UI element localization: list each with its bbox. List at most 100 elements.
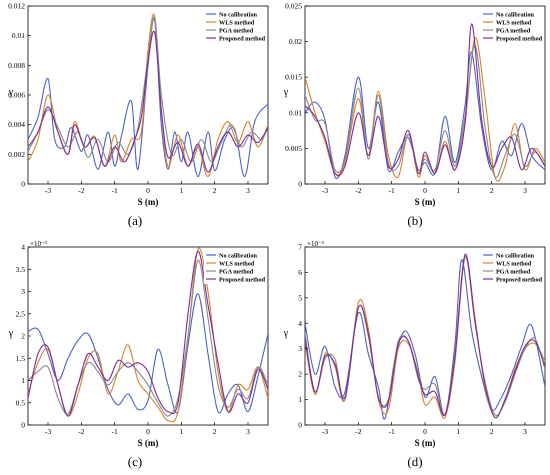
- x-tick-label: -1: [112, 427, 118, 436]
- legend-label: No calibration: [496, 12, 535, 19]
- chart-panel-a: -3 -2 -1 0 1 2 3 0 0.002 0.004 0.006 0.008 0.01 0.012…: [8, 2, 269, 228]
- x-tick-label: 0: [423, 427, 427, 436]
- y-tick-label: 0: [298, 180, 302, 189]
- x-tick-label: -3: [322, 186, 328, 195]
- legend-label: No calibration: [219, 12, 258, 19]
- y-tick-label: 1.5: [16, 354, 26, 363]
- y-tick-label: 0.01: [12, 31, 25, 40]
- x-tick-label: -2: [355, 186, 361, 195]
- y-tick-label: 3: [298, 344, 302, 353]
- x-axis-label: S (m): [415, 197, 436, 207]
- y-tick-label: 0.008: [8, 61, 25, 70]
- series-line-no-calibration: [305, 259, 545, 420]
- series-line-no-calibration: [305, 51, 545, 179]
- y-tick-label: 2: [298, 370, 302, 379]
- chart-panel-c: -3 -2 -1 0 1 2 3 0 0.5 1 1.5 2 2.5 3 3.5 4 ×10⁻³ S (m) γ No…: [8, 240, 269, 469]
- legend-label: PGA method: [496, 269, 531, 276]
- x-tick-label: 1: [456, 427, 460, 436]
- x-tick-label: -1: [389, 186, 395, 195]
- series-line-proposed-method: [305, 23, 545, 177]
- x-tick-label: 2: [213, 186, 217, 195]
- x-tick-label: 0: [146, 186, 150, 195]
- y-tick-label: 3.5: [16, 265, 26, 274]
- legend-label: WLS method: [496, 20, 532, 27]
- legend-label: PGA method: [219, 269, 254, 276]
- x-tick-label: -2: [78, 186, 84, 195]
- chart-panel-b: -3 -2 -1 0 1 2 3 0 0.005 0.01 0.015 0.02 0.025 S (m) γ…: [283, 2, 546, 228]
- y-tick-label: 2.5: [16, 309, 26, 318]
- y-tick-label: 5: [298, 293, 302, 302]
- legend-box: [481, 250, 544, 284]
- legend-label: WLS method: [496, 261, 532, 268]
- y-tick-label: 1: [298, 395, 302, 404]
- y-tick-label: 3: [21, 287, 25, 296]
- chart-panel-d: -3 -2 -1 0 1 2 3 0 1 2 3 4 5 6 7 ×10⁻³ S (m) γ No calibrat…: [283, 240, 546, 469]
- y-axis-label: γ: [8, 328, 14, 339]
- x-tick-label: 0: [423, 186, 427, 195]
- y-tick-label: 4: [21, 243, 25, 252]
- x-tick-label: 1: [179, 186, 183, 195]
- x-tick-label: -1: [389, 427, 395, 436]
- panel-caption: (a): [128, 213, 142, 228]
- series-line-pga-method: [305, 256, 545, 417]
- panel-caption: (c): [128, 454, 142, 469]
- x-tick-label: 3: [246, 186, 250, 195]
- series-line-proposed-method: [305, 254, 545, 419]
- x-tick-label: 1: [179, 427, 183, 436]
- legend-box: [204, 250, 267, 284]
- x-tick-label: -1: [112, 186, 118, 195]
- y-tick-label: 1: [21, 376, 25, 385]
- x-tick-label: -3: [45, 427, 51, 436]
- legend-label: No calibration: [496, 253, 535, 260]
- x-tick-label: 2: [490, 186, 494, 195]
- x-tick-label: -2: [78, 427, 84, 436]
- legend-label: Proposed method: [219, 36, 266, 43]
- y-tick-label: 0.005: [285, 144, 302, 153]
- legend-label: Proposed method: [496, 277, 543, 284]
- y-axis-label: γ: [8, 87, 14, 98]
- series-line-proposed-method: [28, 30, 268, 173]
- series-line-pga-method: [305, 44, 545, 179]
- y-tick-label: 7: [298, 243, 302, 252]
- legend-label: PGA method: [496, 28, 531, 35]
- y-tick-label: 2: [21, 332, 25, 341]
- legend-label: Proposed method: [496, 36, 543, 43]
- y-tick-label: 0.012: [8, 2, 25, 11]
- series-line-wls-method: [305, 37, 545, 182]
- x-tick-label: 3: [523, 186, 527, 195]
- series-line-pga-method: [28, 16, 268, 163]
- y-tick-label: 0.015: [285, 73, 302, 82]
- y-tick-label: 0.004: [8, 120, 25, 129]
- legend-box: [481, 9, 544, 43]
- legend-label: WLS method: [219, 20, 255, 27]
- series-line-no-calibration: [28, 293, 268, 414]
- y-exponent-label: ×10⁻³: [30, 240, 47, 248]
- series-line-proposed-method: [28, 250, 268, 417]
- x-tick-label: 1: [456, 186, 460, 195]
- panel-caption: (d): [407, 454, 422, 469]
- x-tick-label: 3: [523, 427, 527, 436]
- y-tick-label: 0.025: [285, 2, 302, 11]
- panel-caption: (b): [407, 213, 422, 228]
- x-axis-label: S (m): [415, 438, 436, 448]
- y-tick-label: 0: [21, 180, 25, 189]
- x-axis-label: S (m): [138, 438, 159, 448]
- y-tick-label: 0.002: [8, 150, 25, 159]
- x-tick-label: -3: [45, 186, 51, 195]
- y-tick-label: 0: [298, 421, 302, 430]
- x-tick-label: 2: [490, 427, 494, 436]
- x-tick-label: -2: [355, 427, 361, 436]
- legend-label: WLS method: [219, 261, 255, 268]
- y-tick-label: 0: [21, 421, 25, 430]
- y-axis-label: γ: [283, 328, 289, 339]
- legend-label: No calibration: [219, 253, 258, 260]
- y-tick-label: 0.5: [16, 398, 26, 407]
- x-tick-label: -3: [322, 427, 328, 436]
- y-exponent-label: ×10⁻³: [307, 240, 324, 248]
- legend-label: Proposed method: [219, 277, 266, 284]
- y-tick-label: 4: [298, 319, 302, 328]
